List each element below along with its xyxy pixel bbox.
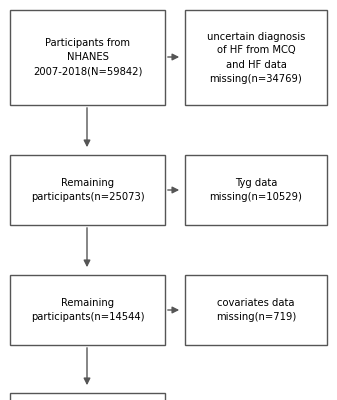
- Text: Remaining
participants(n=25073): Remaining participants(n=25073): [31, 178, 144, 202]
- Bar: [10, 393, 165, 400]
- Bar: [10, 275, 165, 345]
- Text: Tyg data
missing(n=10529): Tyg data missing(n=10529): [210, 178, 302, 202]
- Bar: [185, 155, 327, 225]
- Text: covariates data
missing(n=719): covariates data missing(n=719): [216, 298, 296, 322]
- Bar: [185, 275, 327, 345]
- Bar: [10, 155, 165, 225]
- Bar: [10, 10, 165, 105]
- Bar: [185, 10, 327, 105]
- Text: Participants from
NHANES
2007-2018(N=59842): Participants from NHANES 2007-2018(N=598…: [33, 38, 142, 76]
- Text: uncertain diagnosis
of HF from MCQ
and HF data
missing(n=34769): uncertain diagnosis of HF from MCQ and H…: [207, 32, 305, 84]
- Text: Remaining
participants(n=14544): Remaining participants(n=14544): [31, 298, 144, 322]
